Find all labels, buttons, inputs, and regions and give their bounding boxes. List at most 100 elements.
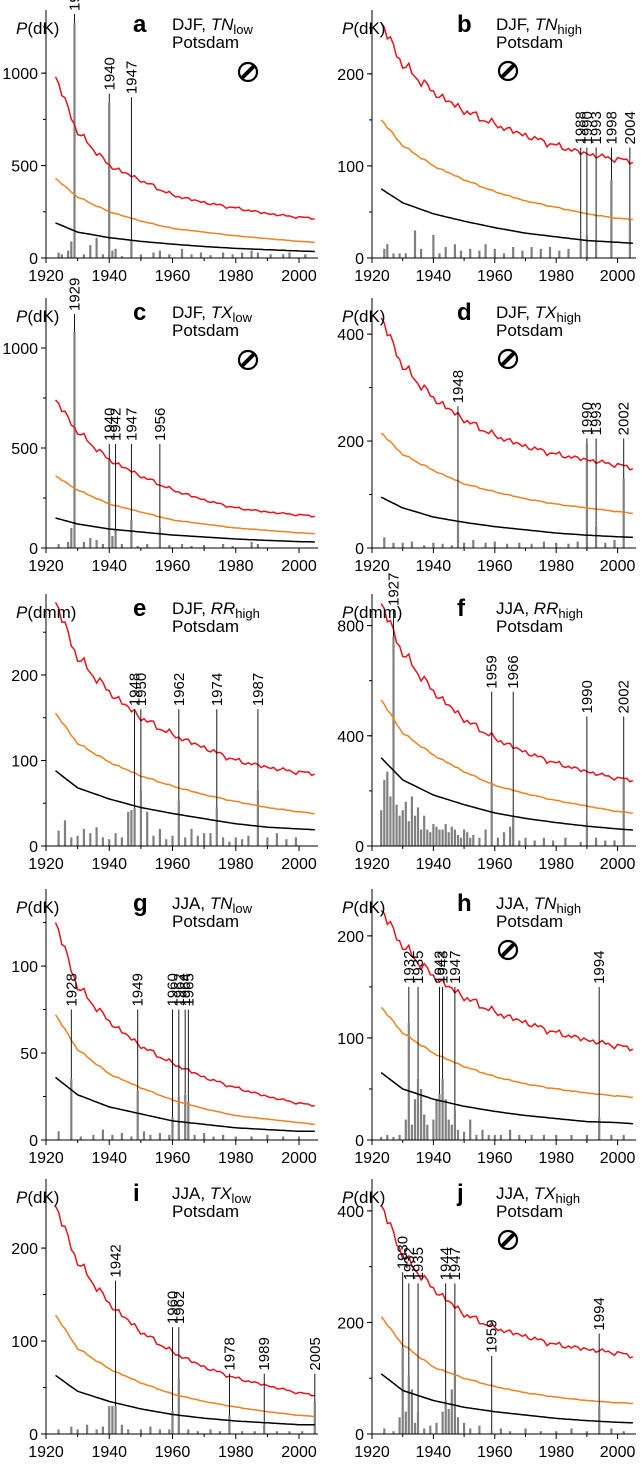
bar (459, 250, 463, 258)
bar (190, 828, 193, 846)
bar (585, 1134, 588, 1140)
bar (539, 248, 542, 258)
bar (380, 810, 383, 846)
bar (196, 1431, 199, 1434)
curve-black (380, 757, 633, 831)
year-label: 1944 (438, 1247, 455, 1280)
bar (595, 239, 598, 258)
y-tick-label: 0 (29, 541, 38, 558)
x-tick-label: 2000 (600, 558, 636, 575)
bar (165, 839, 168, 846)
bar (285, 839, 288, 846)
bar (518, 840, 521, 846)
bar (555, 1134, 558, 1140)
bar (490, 782, 493, 846)
curve-orange (54, 1014, 315, 1126)
curve-orange (380, 699, 633, 814)
year-label: 1993 (588, 402, 605, 435)
bar (171, 1410, 174, 1434)
y-tick-label: 500 (11, 441, 38, 458)
bar (111, 250, 114, 258)
bar (423, 1114, 426, 1140)
x-tick-label: 1940 (416, 856, 452, 873)
year-label: 1940 (101, 408, 118, 441)
bar (407, 1375, 410, 1434)
bar (111, 536, 114, 548)
bar (459, 837, 463, 846)
panel-letter: e (133, 595, 146, 622)
bar (187, 1429, 190, 1434)
curve-black (55, 770, 315, 831)
bar (509, 1431, 512, 1434)
panel-station: Potsdam (496, 617, 563, 636)
year-label: 1935 (410, 951, 427, 984)
curve-black (55, 1076, 315, 1133)
bar (209, 833, 212, 846)
panel-title: DJF, RRhigh (172, 599, 260, 621)
x-tick-label: 2000 (281, 1150, 317, 1167)
panel-station: Potsdam (172, 33, 239, 52)
bar (177, 800, 180, 846)
bar (158, 528, 161, 548)
bar (92, 1134, 95, 1140)
y-axis-label: P(dK) (342, 19, 385, 38)
no-trend-marker-slash (499, 62, 517, 80)
bar (392, 636, 395, 846)
year-label: 1928 (63, 973, 80, 1006)
bar (530, 1134, 533, 1140)
bar (288, 252, 291, 258)
curve-black (55, 1374, 315, 1426)
x-tick-label: 1940 (91, 268, 127, 285)
bar (288, 1431, 291, 1434)
bar (130, 1136, 133, 1140)
bar (509, 826, 512, 846)
bar (304, 254, 307, 258)
bar (579, 841, 582, 846)
bar (133, 807, 136, 846)
x-tick-label: 2000 (600, 268, 636, 285)
x-tick-label: 1960 (477, 1150, 513, 1167)
x-tick-label: 2000 (600, 1444, 636, 1461)
year-label: 1956 (152, 408, 169, 441)
bar (410, 541, 413, 548)
x-tick-label: 1940 (91, 558, 127, 575)
bar (228, 841, 231, 846)
bar (101, 837, 104, 846)
bar (79, 1136, 82, 1140)
bar (263, 1424, 266, 1434)
bar (595, 526, 598, 548)
year-label: 1990 (579, 111, 596, 144)
bar (564, 837, 567, 846)
bar (404, 253, 407, 258)
y-tick-label: 200 (11, 1241, 38, 1258)
curve-red (380, 909, 634, 1052)
year-label: 1949 (130, 973, 147, 1006)
bar (453, 1109, 456, 1140)
curve-red (380, 603, 634, 783)
bar (472, 540, 475, 548)
curve-black (55, 222, 315, 253)
year-label: 1959 (484, 655, 501, 688)
year-label: 1948 (450, 370, 467, 403)
bar (456, 835, 460, 846)
curve-black (55, 517, 315, 543)
bar (275, 833, 278, 846)
bar (168, 1134, 171, 1140)
bar (120, 1424, 123, 1434)
bar (180, 248, 184, 258)
bar (250, 250, 253, 258)
year-label: 1935 (410, 1247, 427, 1280)
no-trend-marker-slash (499, 350, 517, 368)
bar (130, 520, 133, 548)
bar (398, 1417, 401, 1434)
x-tick-label: 1980 (538, 856, 574, 873)
bar (524, 837, 527, 846)
bar (404, 801, 407, 846)
bar (426, 1124, 429, 1140)
bar (383, 779, 386, 846)
y-tick-label: 400 (337, 327, 364, 344)
bar (398, 815, 401, 846)
